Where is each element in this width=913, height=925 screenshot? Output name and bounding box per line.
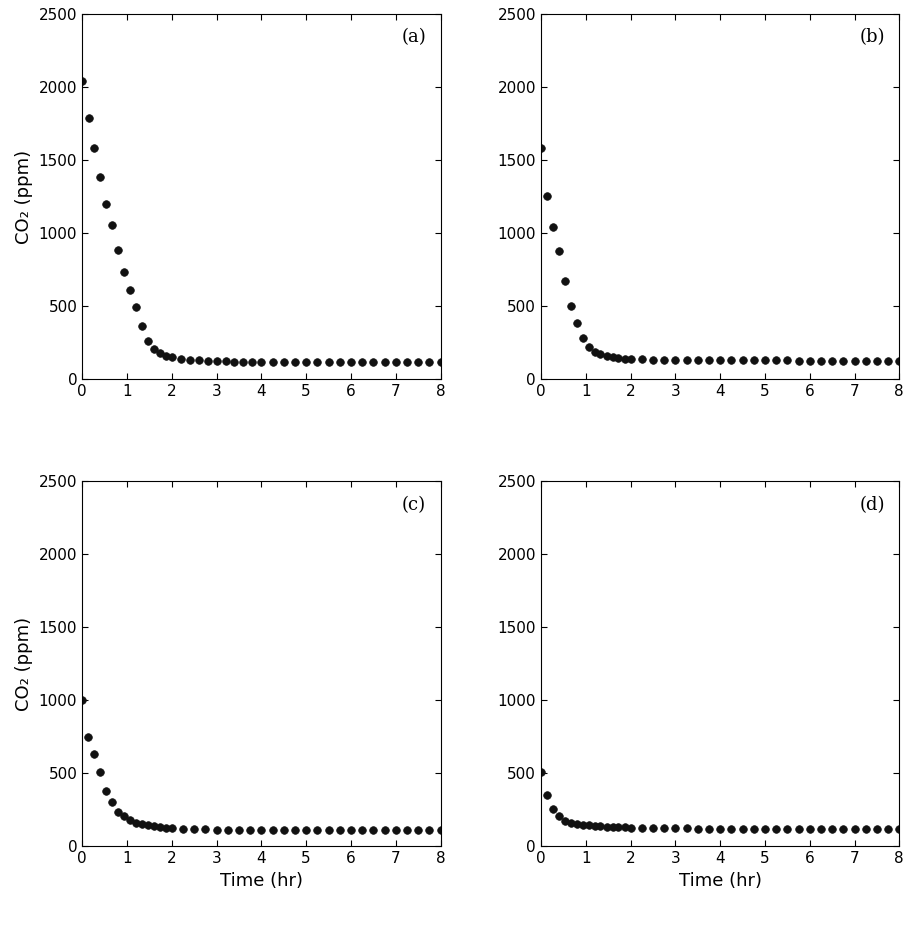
X-axis label: Time (hr): Time (hr) xyxy=(678,871,761,890)
Text: (b): (b) xyxy=(859,29,885,46)
Text: (d): (d) xyxy=(859,496,885,514)
Text: (c): (c) xyxy=(402,496,426,514)
Y-axis label: CO₂ (ppm): CO₂ (ppm) xyxy=(16,617,33,711)
X-axis label: Time (hr): Time (hr) xyxy=(220,871,303,890)
Text: (a): (a) xyxy=(402,29,426,46)
Y-axis label: CO₂ (ppm): CO₂ (ppm) xyxy=(16,149,33,243)
